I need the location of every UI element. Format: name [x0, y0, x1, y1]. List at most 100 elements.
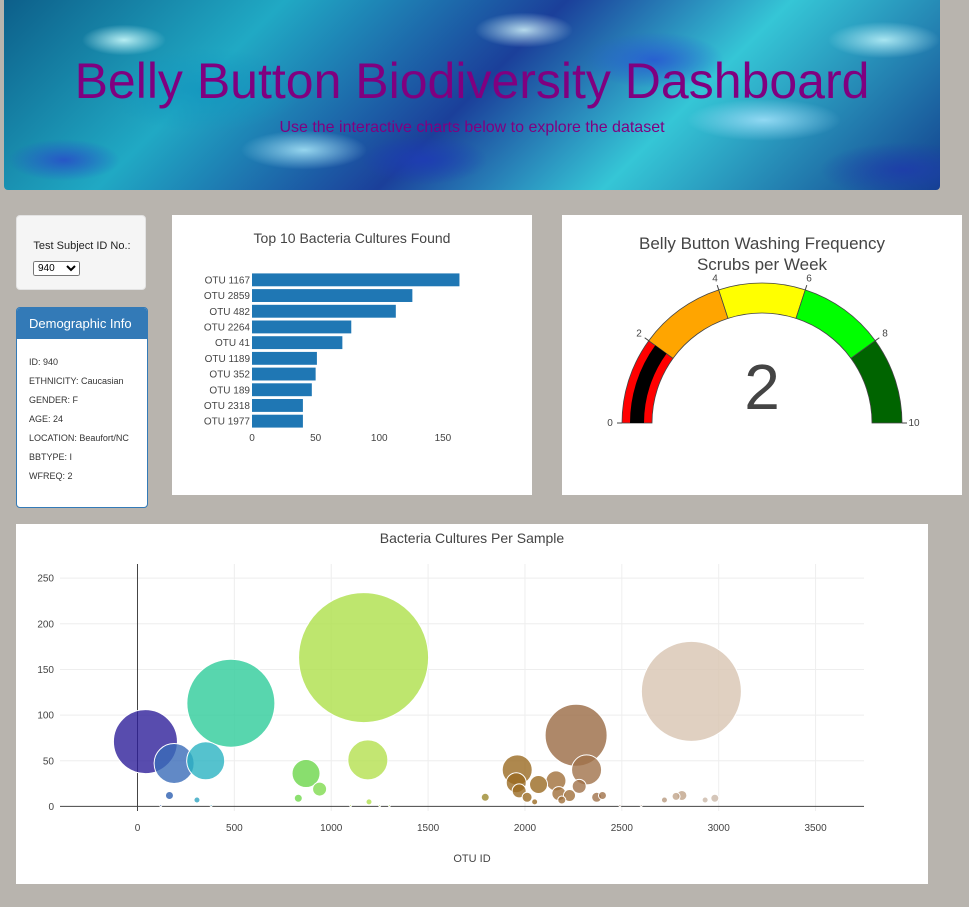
gauge-subtitle: Scrubs per Week [697, 255, 828, 274]
bar-category-label: OTU 1977 [204, 417, 251, 428]
gauge-tick-label: 2 [636, 329, 642, 340]
bubble [571, 754, 603, 786]
gauge-tick [716, 284, 720, 291]
demographic-wfreq: WFREQ: 2 [29, 471, 73, 481]
bubble [293, 793, 303, 803]
bar-category-label: OTU 352 [209, 370, 250, 381]
demographic-ethnicity: ETHNICITY: Caucasian [29, 376, 124, 386]
bubble [159, 804, 163, 808]
page-title: Belly Button Biodiversity Dashboard [74, 53, 870, 109]
bubble-x-tick: 3500 [804, 823, 827, 834]
bar [252, 383, 312, 397]
bar-chart-card: Top 10 Bacteria Cultures Found 0 50 100 150 O… [172, 215, 532, 495]
bubble [521, 791, 533, 803]
bar [252, 336, 343, 350]
bar-category-label: OTU 41 [215, 338, 250, 349]
bubble-y-tick: 100 [37, 711, 54, 722]
bubble-x-tick: 0 [135, 823, 141, 834]
bubble [660, 796, 668, 804]
bubble [378, 804, 382, 808]
bubble [480, 792, 490, 802]
gauge-tick-label: 4 [712, 273, 718, 284]
bar-x-tick: 100 [371, 433, 388, 444]
bubble [710, 793, 720, 803]
bar-category-label: OTU 1189 [205, 354, 251, 365]
bar-chart-title: Top 10 Bacteria Cultures Found [254, 230, 451, 246]
bubble [639, 804, 643, 808]
bubble-x-tick: 1500 [417, 823, 440, 834]
bubble [349, 804, 353, 808]
wash-frequency-gauge[interactable]: Belly Button Washing Frequency Scrubs per… [562, 215, 962, 495]
bubble [387, 804, 391, 808]
gauge-tick [804, 284, 808, 291]
bubble-y-tick: 50 [43, 756, 55, 767]
bar [252, 414, 303, 428]
bar-x-tick: 50 [310, 433, 322, 444]
bar-category-label: OTU 189 [209, 385, 250, 396]
subject-selector-well: Test Subject ID No.: 940 [16, 215, 146, 290]
bubble [701, 796, 709, 804]
bubble [312, 781, 328, 797]
gauge-tick-label: 6 [806, 273, 812, 284]
bubble [298, 592, 430, 724]
bubble [618, 804, 622, 808]
bubble [563, 788, 577, 802]
demographic-gender: GENDER: F [29, 395, 79, 405]
bar-category-label: OTU 2859 [204, 291, 251, 302]
bubble [571, 778, 587, 794]
gauge-tick-label: 0 [607, 418, 613, 429]
bar [252, 273, 460, 287]
bubble-x-tick: 3000 [708, 823, 731, 834]
bar [252, 399, 303, 412]
subject-id-select[interactable]: 940 [33, 261, 80, 276]
bubble [186, 741, 226, 781]
gauge-value-bar [630, 345, 667, 423]
gauge-tick-label: 8 [882, 329, 888, 340]
bubble-x-tick: 2000 [514, 823, 537, 834]
gauge-tick-label: 10 [908, 418, 920, 429]
gauge-chart-card: Belly Button Washing Frequency Scrubs per… [562, 215, 962, 495]
page-subtitle: Use the interactive charts below to expl… [279, 119, 665, 136]
gauge-step [718, 282, 806, 319]
gauge-step [648, 289, 729, 359]
bubble [193, 796, 201, 804]
demographic-panel-title: Demographic Info [17, 308, 147, 339]
bubble-y-tick: 150 [37, 665, 54, 676]
bar [252, 289, 413, 302]
bubble [209, 804, 213, 808]
bubble-x-tick: 2500 [611, 823, 634, 834]
bubble-y-tick: 0 [48, 802, 54, 813]
demographic-location: LOCATION: Beaufort/NC [29, 433, 129, 443]
demographic-bbtype: BBTYPE: I [29, 452, 73, 462]
bubble-chart-title: Bacteria Cultures Per Sample [380, 530, 565, 546]
bubble-x-axis-title: OTU ID [453, 853, 490, 865]
gauge-tick [644, 337, 650, 342]
bubble-chart-card: Bacteria Cultures Per Sample 0 50 100 150 200… [16, 524, 928, 884]
gauge-value-number: 2 [744, 351, 780, 423]
bar-category-label: OTU 2318 [204, 401, 251, 412]
top10-bar-chart[interactable]: Top 10 Bacteria Cultures Found 0 50 100 150 O… [172, 215, 532, 495]
bar-category-label: OTU 2264 [204, 322, 251, 333]
bar [252, 367, 316, 381]
bubble-y-tick: 250 [37, 574, 54, 585]
bubble [557, 795, 567, 805]
bubble [597, 790, 607, 800]
demographic-panel: Demographic Info ID: 940 ETHNICITY: Cauc… [16, 307, 148, 508]
bubble-y-tick: 200 [37, 619, 54, 630]
bubble [529, 775, 549, 795]
bubble [291, 759, 321, 789]
bubble-chart[interactable]: Bacteria Cultures Per Sample 0 50 100 150 200… [16, 524, 928, 884]
bar-x-tick: 0 [249, 433, 255, 444]
bubble [531, 798, 539, 806]
demographic-age: AGE: 24 [29, 414, 64, 424]
bubble [365, 798, 373, 806]
bubble [164, 790, 174, 800]
bubble-x-tick: 500 [226, 823, 243, 834]
gauge-step [850, 340, 903, 424]
header-banner: Belly Button Biodiversity Dashboard Use … [4, 0, 940, 190]
bubble-x-tick: 1000 [320, 823, 343, 834]
bar [252, 320, 352, 334]
demographic-id: ID: 940 [29, 357, 59, 367]
bar [252, 304, 396, 318]
subject-selector-label: Test Subject ID No.: [33, 240, 131, 252]
